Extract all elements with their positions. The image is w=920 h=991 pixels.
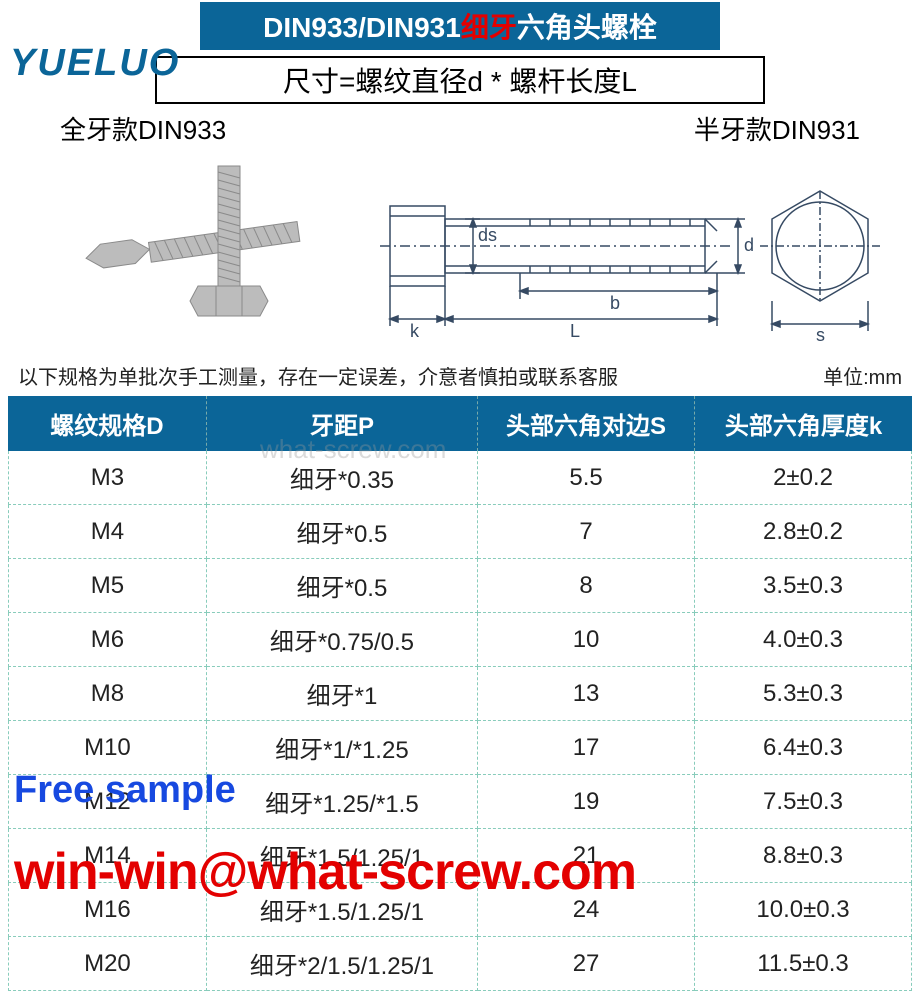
table-row: M6细牙*0.75/0.5104.0±0.3 (8, 613, 912, 667)
diagram-zone: ds d b k L s (60, 151, 890, 351)
table-header-row: 螺纹规格D 牙距P 头部六角对边S 头部六角厚度k (8, 396, 912, 451)
table-cell: 细牙*2/1.5/1.25/1 (207, 937, 478, 991)
dim-k: k (410, 321, 420, 341)
technical-drawing: ds d b k L s (370, 161, 890, 341)
table-cell: 3.5±0.3 (695, 559, 912, 613)
table-cell: M8 (8, 667, 207, 721)
table-cell: 细牙*0.5 (207, 505, 478, 559)
table-row: M8细牙*1135.3±0.3 (8, 667, 912, 721)
table-cell: M20 (8, 937, 207, 991)
table-row: M20细牙*2/1.5/1.25/12711.5±0.3 (8, 937, 912, 991)
dim-b: b (610, 293, 620, 313)
table-cell: 6.4±0.3 (695, 721, 912, 775)
table-cell: 4.0±0.3 (695, 613, 912, 667)
watermark-sample: Free sample (14, 769, 236, 812)
table-cell: 7.5±0.3 (695, 775, 912, 829)
table-cell: 细牙*1/*1.25 (207, 721, 478, 775)
table-cell: 细牙*1.25/*1.5 (207, 775, 478, 829)
dim-L: L (570, 321, 580, 341)
note-row: 以下规格为单批次手工测量，存在一定误差，介意者慎拍或联系客服 单位:mm (18, 361, 902, 390)
table-cell: 13 (478, 667, 695, 721)
table-cell: M4 (8, 505, 207, 559)
table-cell: 11.5±0.3 (695, 937, 912, 991)
table-row: M4细牙*0.572.8±0.2 (8, 505, 912, 559)
dim-s: s (816, 325, 825, 345)
table-cell: 10.0±0.3 (695, 883, 912, 937)
table-row: M10细牙*1/*1.25176.4±0.3 (8, 721, 912, 775)
table-cell: M6 (8, 613, 207, 667)
table-cell: M10 (8, 721, 207, 775)
table-cell: M3 (8, 451, 207, 505)
title-prefix: DIN933/DIN931 (263, 12, 461, 43)
col-header-s: 头部六角对边S (478, 396, 695, 451)
table-row: M3细牙*0.355.52±0.2 (8, 451, 912, 505)
table-cell: 10 (478, 613, 695, 667)
full-thread-label: 全牙款DIN933 (60, 110, 226, 147)
table-cell: 2.8±0.2 (695, 505, 912, 559)
subtitle-text: 尺寸=螺纹直径d * 螺杆长度L (283, 66, 637, 97)
variant-labels: 全牙款DIN933 半牙款DIN931 (60, 110, 860, 147)
table-cell: 5.3±0.3 (695, 667, 912, 721)
table-cell: 2±0.2 (695, 451, 912, 505)
dim-d: d (744, 235, 754, 255)
col-header-p: 牙距P (207, 396, 478, 451)
table-cell: 细牙*1 (207, 667, 478, 721)
table-cell: 细牙*0.35 (207, 451, 478, 505)
table-cell: 7 (478, 505, 695, 559)
bolt-photo (60, 156, 340, 346)
table-cell: 27 (478, 937, 695, 991)
table-cell: 17 (478, 721, 695, 775)
table-cell: 细牙*0.5 (207, 559, 478, 613)
watermark-email: win-win@what-screw.com (14, 842, 636, 902)
unit-label: 单位:mm (823, 361, 902, 390)
title-bar: DIN933/DIN931细牙六角头螺栓 (200, 2, 720, 50)
table-cell: 细牙*0.75/0.5 (207, 613, 478, 667)
subtitle-box: 尺寸=螺纹直径d * 螺杆长度L (155, 56, 765, 104)
brand-logo: YUELUO (10, 42, 180, 85)
table-cell: 5.5 (478, 451, 695, 505)
half-thread-label: 半牙款DIN931 (694, 110, 860, 147)
title-red: 细牙 (461, 12, 517, 43)
title-suffix: 六角头螺栓 (517, 12, 657, 43)
measurement-note: 以下规格为单批次手工测量，存在一定误差，介意者慎拍或联系客服 (18, 361, 618, 390)
table-cell: 8.8±0.3 (695, 829, 912, 883)
table-cell: 8 (478, 559, 695, 613)
table-cell: M5 (8, 559, 207, 613)
table-cell: 19 (478, 775, 695, 829)
col-header-d: 螺纹规格D (8, 396, 207, 451)
table-row: M5细牙*0.583.5±0.3 (8, 559, 912, 613)
dim-ds: ds (478, 225, 497, 245)
col-header-k: 头部六角厚度k (695, 396, 912, 451)
